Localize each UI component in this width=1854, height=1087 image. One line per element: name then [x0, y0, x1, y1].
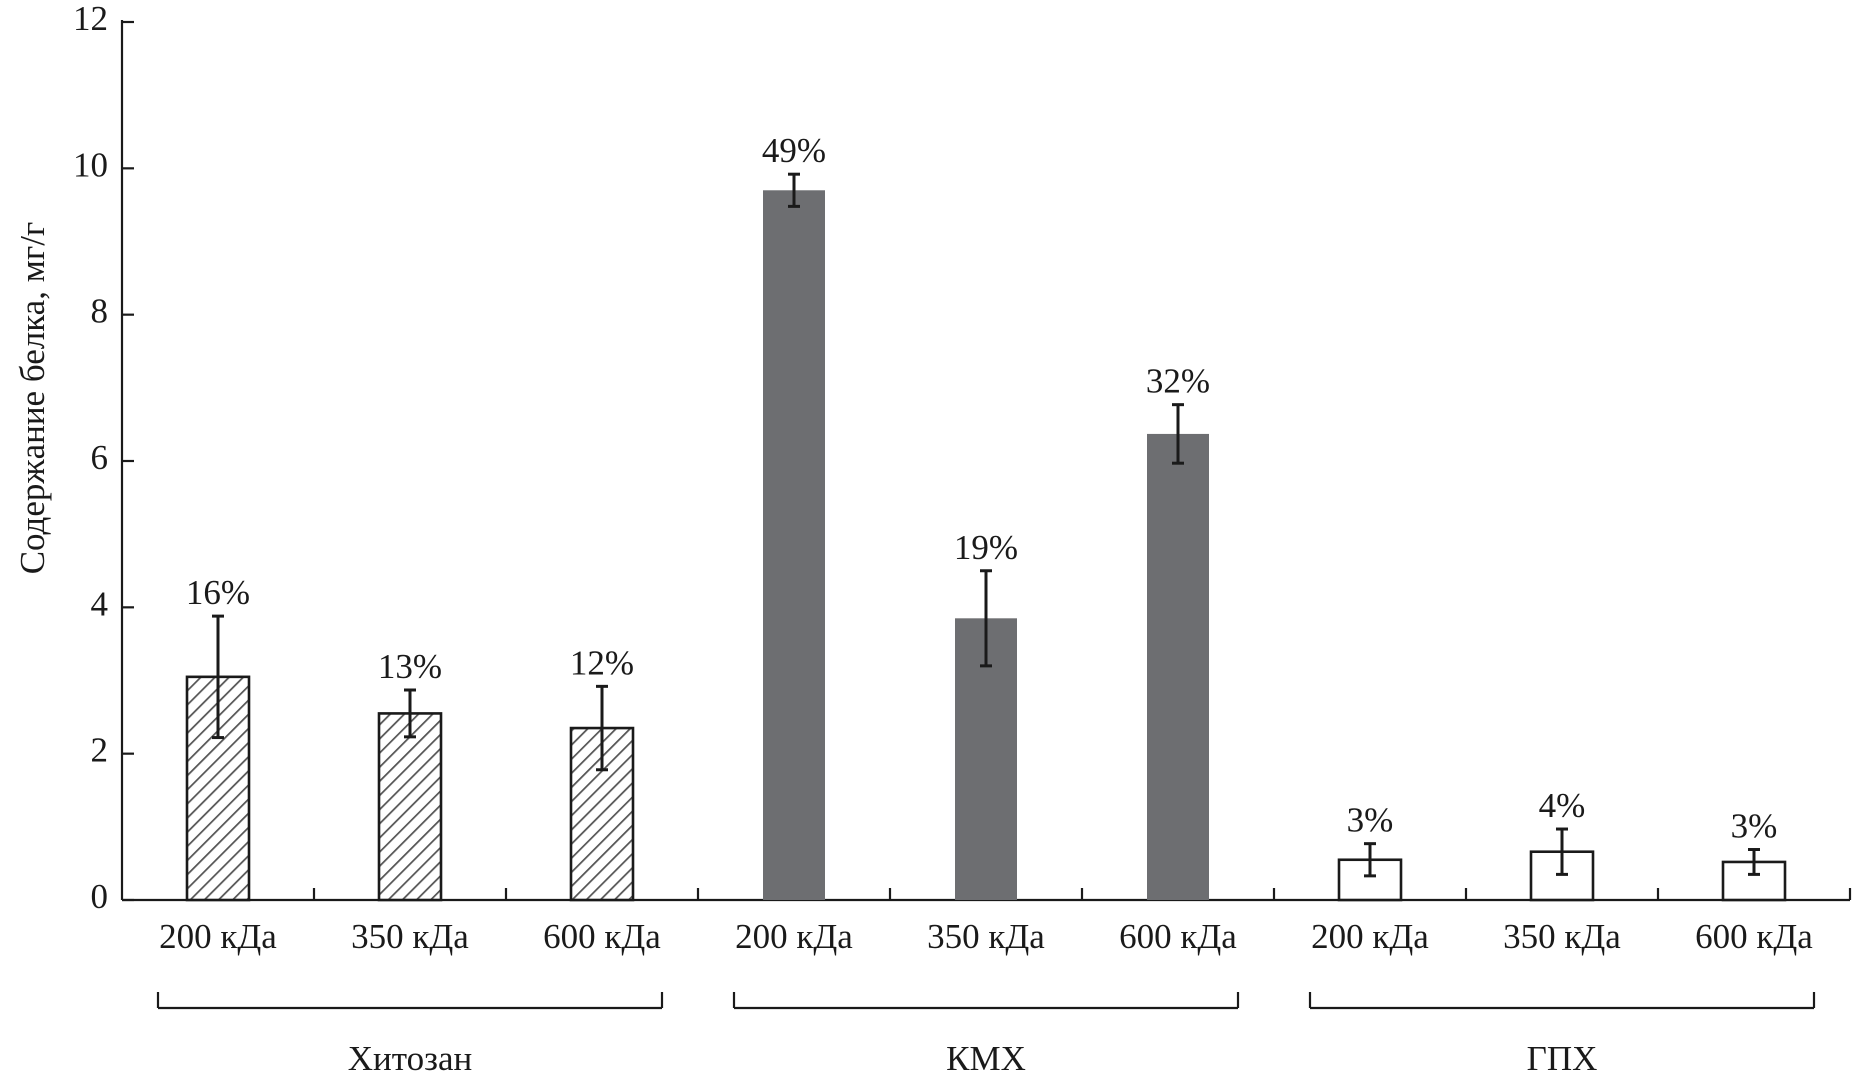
data-label: 19% — [954, 528, 1018, 567]
bar-0-1 — [377, 712, 443, 902]
y-tick-label: 10 — [73, 145, 108, 184]
data-label: 32% — [1146, 362, 1210, 401]
data-label: 3% — [1731, 807, 1778, 846]
group-label: ГПХ — [1527, 1039, 1598, 1078]
y-axis-label: Содержание белка, мг/г — [13, 222, 52, 575]
y-tick-label: 0 — [91, 877, 109, 916]
x-tick-label: 350 кДа — [351, 917, 469, 956]
group-label: Хитозан — [348, 1039, 472, 1078]
data-label: 49% — [762, 131, 826, 170]
data-label: 16% — [186, 573, 250, 612]
x-tick-label: 200 кДа — [1311, 917, 1429, 956]
data-label: 13% — [378, 647, 442, 686]
group-label: КМХ — [946, 1039, 1026, 1078]
x-tick-label: 200 кДа — [735, 917, 853, 956]
x-tick-label: 200 кДа — [159, 917, 277, 956]
labels: 16% 200 кДа 13% 350 кДа 12% 600 кДа Хитозан 49%… — [156, 131, 1816, 1078]
bars — [185, 172, 1787, 902]
x-tick-label: 350 кДа — [1503, 917, 1621, 956]
y-tick-label: 12 — [73, 0, 108, 38]
y-tick-label: 8 — [91, 292, 109, 331]
x-tick-label: 350 кДа — [927, 917, 1045, 956]
data-label: 4% — [1539, 786, 1586, 825]
bar-1-2 — [1147, 433, 1209, 900]
bar-1-0 — [763, 190, 825, 901]
y-tick-label: 2 — [91, 731, 109, 770]
x-tick-label: 600 кДа — [543, 917, 661, 956]
x-tick-label: 600 кДа — [1119, 917, 1237, 956]
data-label: 3% — [1347, 801, 1394, 840]
y-tick-label: 6 — [91, 438, 109, 477]
y-tick-label: 4 — [91, 584, 109, 623]
x-tick-label: 600 кДа — [1695, 917, 1813, 956]
data-label: 12% — [570, 643, 634, 682]
